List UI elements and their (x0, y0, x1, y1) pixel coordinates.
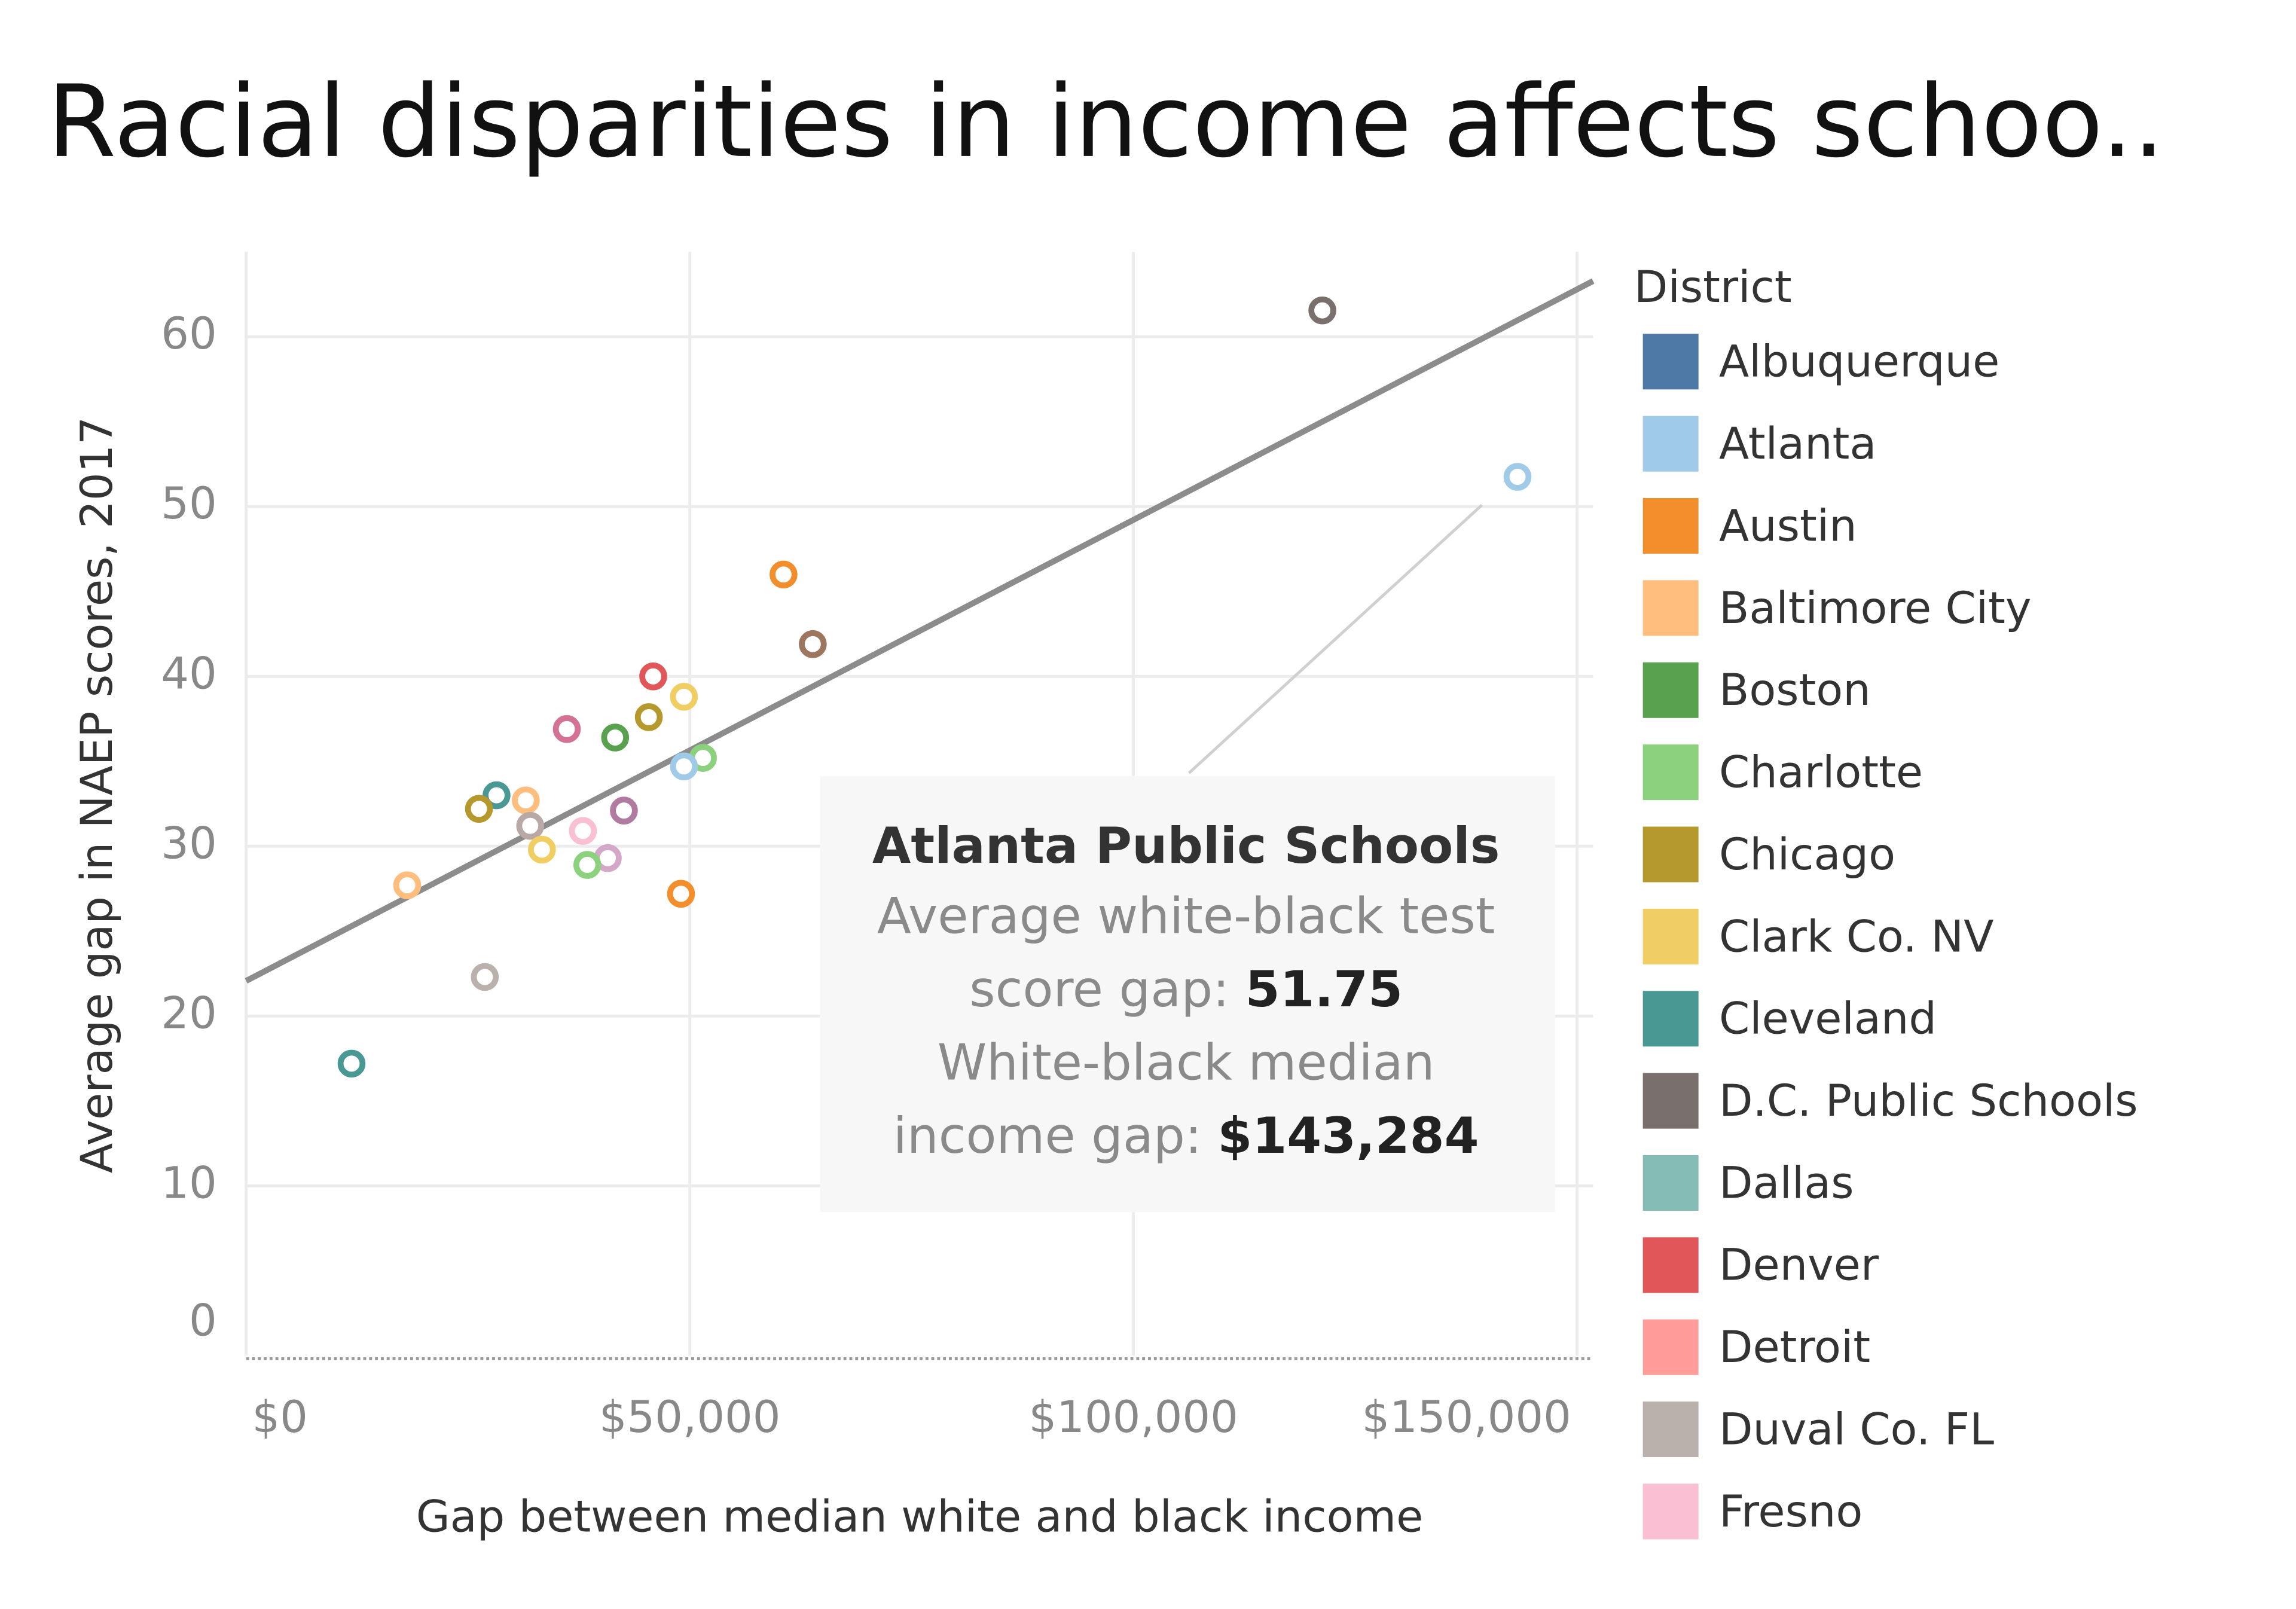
tooltip-label: Average white-black test (877, 887, 1495, 945)
data-point (610, 796, 638, 825)
data-point (512, 786, 540, 814)
tooltip-title: Atlanta Public Schools (872, 817, 1500, 875)
data-point (573, 851, 602, 879)
data-point (601, 723, 630, 752)
legend-swatch (1642, 416, 1699, 472)
legend-label: Boston (1719, 665, 1871, 716)
legend-title: District (1634, 262, 1792, 313)
legend-label: Atlanta (1719, 419, 1877, 469)
y-axis-title: Average gap in NAEP scores, 2017 (72, 417, 123, 1173)
data-point (516, 811, 545, 840)
tooltip-line: White-black median (938, 1034, 1435, 1092)
legend-label: Albuquerque (1719, 337, 1999, 387)
data-point (337, 1049, 366, 1078)
legend-label: Dallas (1719, 1158, 1854, 1208)
data-point (1308, 296, 1336, 325)
legend-swatch (1642, 1402, 1699, 1458)
legend-label: Chicago (1719, 829, 1895, 880)
legend-swatch (1642, 498, 1699, 554)
y-tick-label: 50 (161, 478, 216, 529)
legend-swatch (1642, 1483, 1699, 1540)
y-tick-label: 20 (161, 988, 216, 1039)
data-point (552, 715, 581, 743)
legend-swatch (1642, 1237, 1699, 1293)
legend-label: Cleveland (1719, 994, 1937, 1045)
data-point (528, 835, 556, 864)
legend-swatch (1642, 908, 1699, 964)
x-axis-title: Gap between median white and black incom… (416, 1492, 1423, 1543)
chart-title: Racial disparities in income affects sch… (47, 64, 2164, 180)
data-point (670, 752, 698, 781)
tooltip-line: Average white-black test (877, 887, 1495, 945)
tooltip-label: income gap: (893, 1107, 1218, 1165)
y-tick-label: 60 (161, 309, 216, 359)
legend-swatch (1642, 1073, 1699, 1129)
legend-label: Charlotte (1719, 747, 1923, 798)
legend-label: Clark Co. NV (1719, 911, 1994, 962)
x-tick-label: $50,000 (599, 1392, 781, 1443)
data-point (1503, 463, 1532, 491)
x-tick-label: $150,000 (1361, 1392, 1571, 1443)
y-tick-label: 10 (161, 1158, 216, 1208)
data-point (483, 781, 511, 810)
data-point (770, 560, 798, 589)
tooltip-label: White-black median (938, 1034, 1435, 1092)
y-tick-label: 40 (161, 648, 216, 699)
legend-swatch (1642, 334, 1699, 390)
trend-line (245, 278, 1595, 984)
tooltip-line: score gap: 51.75 (969, 960, 1403, 1018)
legend-label: Austin (1719, 500, 1857, 551)
data-point (569, 817, 597, 845)
data-point (471, 963, 499, 991)
legend-swatch (1642, 1319, 1699, 1375)
data-point (634, 703, 663, 731)
data-point (670, 683, 698, 711)
y-tick-label: 0 (189, 1296, 217, 1347)
data-point (799, 630, 827, 658)
tooltip-label: score gap: (969, 960, 1245, 1018)
legend-label: Denver (1719, 1240, 1879, 1291)
x-tick-label: $0 (252, 1392, 307, 1443)
tooltip-pointer (1187, 503, 1483, 774)
tooltip-value: $143,284 (1217, 1107, 1479, 1165)
tooltip-box (820, 776, 1555, 1213)
data-point (667, 880, 695, 908)
data-point (639, 662, 667, 691)
data-point (393, 871, 422, 899)
legend-swatch (1642, 662, 1699, 718)
legend-label: Fresno (1719, 1486, 1863, 1537)
tooltip-line: income gap: $143,284 (893, 1107, 1479, 1165)
legend-swatch (1642, 744, 1699, 801)
legend-swatch (1642, 580, 1699, 636)
legend-swatch (1642, 991, 1699, 1047)
tooltip-value: 51.75 (1245, 960, 1403, 1018)
legend-swatch (1642, 826, 1699, 883)
legend-label: D.C. Public Schools (1719, 1076, 2138, 1126)
y-tick-label: 30 (161, 818, 216, 869)
legend-label: Detroit (1719, 1322, 1870, 1373)
data-point (465, 795, 493, 823)
legend-label: Baltimore City (1719, 583, 2032, 634)
x-tick-label: $100,000 (1028, 1392, 1238, 1443)
legend-label: Duval Co. FL (1719, 1404, 1994, 1455)
legend-swatch (1642, 1155, 1699, 1211)
